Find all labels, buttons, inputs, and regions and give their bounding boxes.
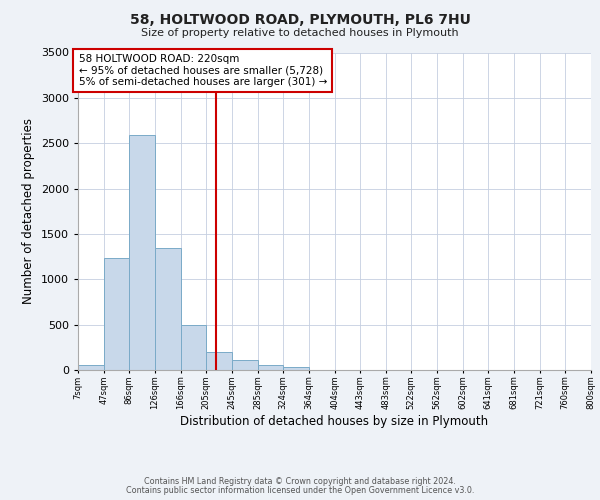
Text: 58, HOLTWOOD ROAD, PLYMOUTH, PL6 7HU: 58, HOLTWOOD ROAD, PLYMOUTH, PL6 7HU	[130, 12, 470, 26]
Bar	[155, 248, 181, 370]
Bar	[206, 352, 232, 370]
Bar	[232, 360, 258, 370]
Bar	[129, 135, 155, 370]
X-axis label: Distribution of detached houses by size in Plymouth: Distribution of detached houses by size …	[181, 415, 488, 428]
Text: Contains public sector information licensed under the Open Government Licence v3: Contains public sector information licen…	[126, 486, 474, 495]
Bar	[258, 366, 283, 370]
Bar	[104, 258, 129, 370]
Text: Size of property relative to detached houses in Plymouth: Size of property relative to detached ho…	[141, 28, 459, 38]
Bar	[78, 366, 104, 370]
Bar	[181, 324, 206, 370]
Y-axis label: Number of detached properties: Number of detached properties	[22, 118, 35, 304]
Text: 58 HOLTWOOD ROAD: 220sqm
← 95% of detached houses are smaller (5,728)
5% of semi: 58 HOLTWOOD ROAD: 220sqm ← 95% of detach…	[79, 54, 327, 88]
Text: Contains HM Land Registry data © Crown copyright and database right 2024.: Contains HM Land Registry data © Crown c…	[144, 477, 456, 486]
Bar	[283, 368, 309, 370]
